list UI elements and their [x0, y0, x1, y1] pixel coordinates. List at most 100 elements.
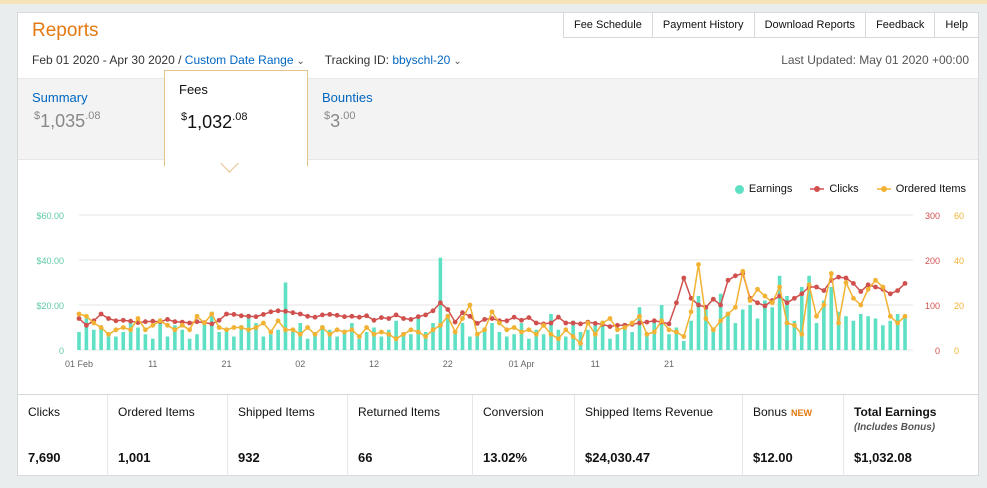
clicks-point: [651, 318, 657, 324]
tab-bounties-amount: $3.00: [324, 110, 355, 132]
earnings-bar: [645, 336, 649, 350]
earnings-bar: [468, 336, 472, 350]
clicks-point: [297, 311, 303, 317]
chevron-down-icon: ⌄: [453, 56, 462, 67]
ordered-point: [880, 284, 886, 290]
clicks-point: [799, 291, 805, 297]
ordered-point: [762, 293, 768, 299]
earnings-bar: [733, 323, 738, 350]
earnings-bar: [460, 323, 465, 350]
earnings-bar: [224, 327, 229, 350]
ordered-point: [578, 340, 583, 346]
earnings-bar: [622, 323, 627, 350]
earnings-bar: [261, 336, 266, 350]
earnings-bar: [829, 287, 834, 350]
ordered-point: [320, 325, 325, 330]
custom-date-range-label: Custom Date Range: [184, 53, 294, 67]
earnings-bar: [667, 334, 671, 350]
top-accent-bar: [0, 0, 987, 4]
currency-symbol: $: [324, 110, 331, 122]
stat-label: Total Earnings: [854, 405, 937, 419]
download-reports-link[interactable]: Download Reports: [753, 12, 867, 38]
earnings-bar: [386, 329, 391, 350]
earnings-bar: [814, 323, 819, 350]
ordered-point: [342, 329, 347, 335]
clicks-point: [696, 302, 701, 308]
clicks-point: [246, 313, 252, 319]
clicks-point: [415, 314, 421, 320]
clicks-point: [320, 312, 325, 318]
ordered-point: [548, 331, 554, 337]
clicks-point: [438, 300, 443, 306]
tab-fees[interactable]: Fees $1,032.08: [164, 70, 308, 166]
earnings-bar: [143, 334, 148, 350]
clicks-point: [607, 324, 613, 329]
ordered-point: [305, 325, 310, 330]
legend-clicks[interactable]: Clicks: [810, 183, 859, 195]
earnings-bar: [136, 327, 140, 350]
clicks-point: [563, 320, 569, 326]
summary-stats: Clicks 7,690 Ordered Items 1,001 Shipped I…: [18, 394, 978, 477]
tab-bounties[interactable]: Bounties $3.00: [308, 79, 448, 159]
ordered-point: [607, 316, 613, 321]
stat-value: 66: [358, 450, 373, 465]
clicks-point: [386, 316, 392, 321]
feedback-link[interactable]: Feedback: [865, 12, 936, 38]
tracking-id-dropdown[interactable]: bbyschl-20 ⌄: [392, 53, 461, 67]
ordered-point: [511, 325, 517, 330]
clicks-point: [467, 313, 473, 319]
amount-whole: 3: [330, 111, 341, 131]
fee-schedule-link[interactable]: Fee Schedule: [562, 12, 653, 38]
clicks-point: [674, 300, 679, 306]
stat-total-earnings: Total Earnings (Includes Bonus) $1,032.08: [844, 395, 978, 477]
legend-earnings-label: Earnings: [748, 183, 793, 195]
bonus-label: Bonus: [753, 405, 788, 419]
ordered-point: [467, 302, 473, 308]
amount-whole: 1,032: [187, 112, 233, 132]
clicks-point: [408, 317, 414, 322]
ordered-point: [290, 327, 296, 333]
earnings-bar: [740, 309, 745, 350]
ordered-point: [327, 331, 333, 337]
x-tick-label: 01 Feb: [65, 359, 93, 369]
stat-label: Bonus NEW: [753, 405, 843, 419]
earnings-bar: [195, 334, 199, 350]
ordered-point: [666, 327, 672, 333]
clicks-point: [312, 314, 318, 320]
earnings-bar: [497, 332, 502, 350]
tab-summary[interactable]: Summary $1,035.08: [18, 79, 164, 159]
filter-bar: Feb 01 2020 - Apr 30 2020 / Custom Date …: [32, 53, 462, 67]
clicks-point: [98, 311, 104, 317]
earnings-bar: [563, 336, 568, 350]
clicks-point: [445, 307, 451, 312]
earnings-bar: [342, 329, 347, 350]
legend-ordered-items[interactable]: Ordered Items: [876, 183, 966, 195]
ordered-point: [570, 334, 576, 339]
ordered-point: [526, 327, 532, 333]
ordered-line-icon: [876, 186, 891, 192]
earnings-bar: [519, 323, 524, 350]
ordered-point: [740, 268, 746, 274]
help-link[interactable]: Help: [934, 12, 979, 38]
stat-label: Shipped Items Revenue: [585, 405, 714, 419]
ordered-point: [504, 327, 510, 333]
earnings-bar: [202, 320, 207, 350]
stat-ordered-items: Ordered Items 1,001: [108, 395, 228, 477]
ordered-point: [364, 325, 369, 330]
ordered-point: [703, 316, 709, 321]
ordered-point: [386, 331, 392, 337]
ordered-point: [275, 318, 281, 324]
earnings-bar: [276, 329, 280, 350]
earnings-bar: [217, 332, 221, 350]
clicks-point: [261, 312, 266, 317]
clicks-point: [784, 300, 790, 306]
custom-date-range-dropdown[interactable]: Custom Date Range ⌄: [185, 53, 305, 67]
clicks-point: [460, 310, 465, 316]
clicks-point: [865, 282, 871, 288]
legend-earnings[interactable]: Earnings: [734, 183, 793, 195]
earnings-bar: [851, 320, 856, 350]
ordered-point: [887, 313, 893, 319]
ordered-point: [563, 327, 569, 333]
reports-panel: Reports Fee Schedule Payment History Dow…: [17, 12, 979, 477]
payment-history-link[interactable]: Payment History: [651, 12, 755, 38]
